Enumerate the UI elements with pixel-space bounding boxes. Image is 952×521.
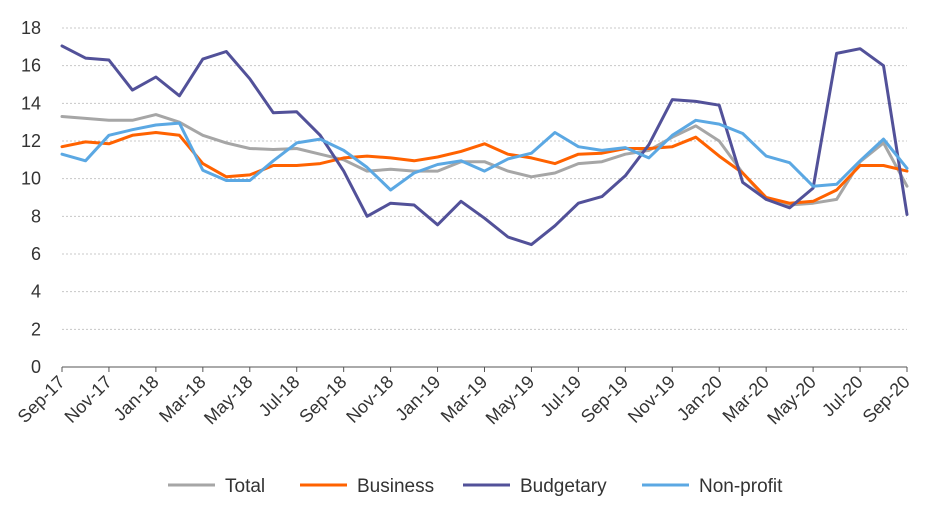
y-axis-tick-labels: 0 2 4 6 8 10 12 14 16 18	[21, 18, 41, 377]
x-tick-label: Mar-20	[719, 372, 773, 426]
x-tick-label: Mar-19	[437, 372, 491, 426]
y-tick-label: 16	[21, 56, 41, 76]
legend-label-non-profit: Non-profit	[699, 476, 783, 497]
legend-label-total: Total	[225, 476, 265, 497]
y-tick-label: 0	[31, 357, 41, 377]
x-tick-label: May-18	[200, 372, 257, 429]
x-tick-label: Sep-18	[295, 372, 350, 427]
y-tick-label: 4	[31, 282, 41, 302]
series-line-budgetary	[60, 44, 909, 247]
x-tick-label: May-20	[763, 372, 820, 429]
y-tick-label: 8	[31, 206, 41, 226]
series-line-business	[60, 131, 909, 205]
x-tick-label: Jan-19	[391, 372, 444, 425]
x-tick-label: Jan-20	[673, 372, 726, 425]
y-tick-label: 14	[21, 93, 41, 113]
legend: Total Business Budgetary Non-profit	[168, 476, 783, 497]
x-tick-label: Nov-19	[624, 372, 679, 427]
x-tick-label: Sep-19	[577, 372, 632, 427]
x-axis-tick-labels: Sep-17Nov-17Jan-18Mar-18May-18Jul-18Sep-…	[14, 367, 914, 428]
series-line-non-profit	[60, 118, 909, 192]
x-tick-label: Sep-20	[859, 372, 914, 427]
x-tick-label: Sep-17	[14, 372, 69, 427]
x-tick-label: May-19	[482, 372, 539, 429]
y-tick-label: 18	[21, 18, 41, 38]
y-tick-label: 12	[21, 131, 41, 151]
y-tick-label: 10	[21, 169, 41, 189]
legend-label-budgetary: Budgetary	[520, 476, 607, 497]
x-tick-label: Mar-18	[155, 372, 209, 426]
y-tick-label: 6	[31, 244, 41, 264]
x-tick-label: Nov-18	[342, 372, 397, 427]
x-tick-label: Jan-18	[110, 372, 163, 425]
x-tick-label: Nov-17	[61, 372, 116, 427]
series-lines	[60, 44, 909, 247]
legend-label-business: Business	[357, 476, 434, 497]
y-tick-label: 2	[31, 319, 41, 339]
